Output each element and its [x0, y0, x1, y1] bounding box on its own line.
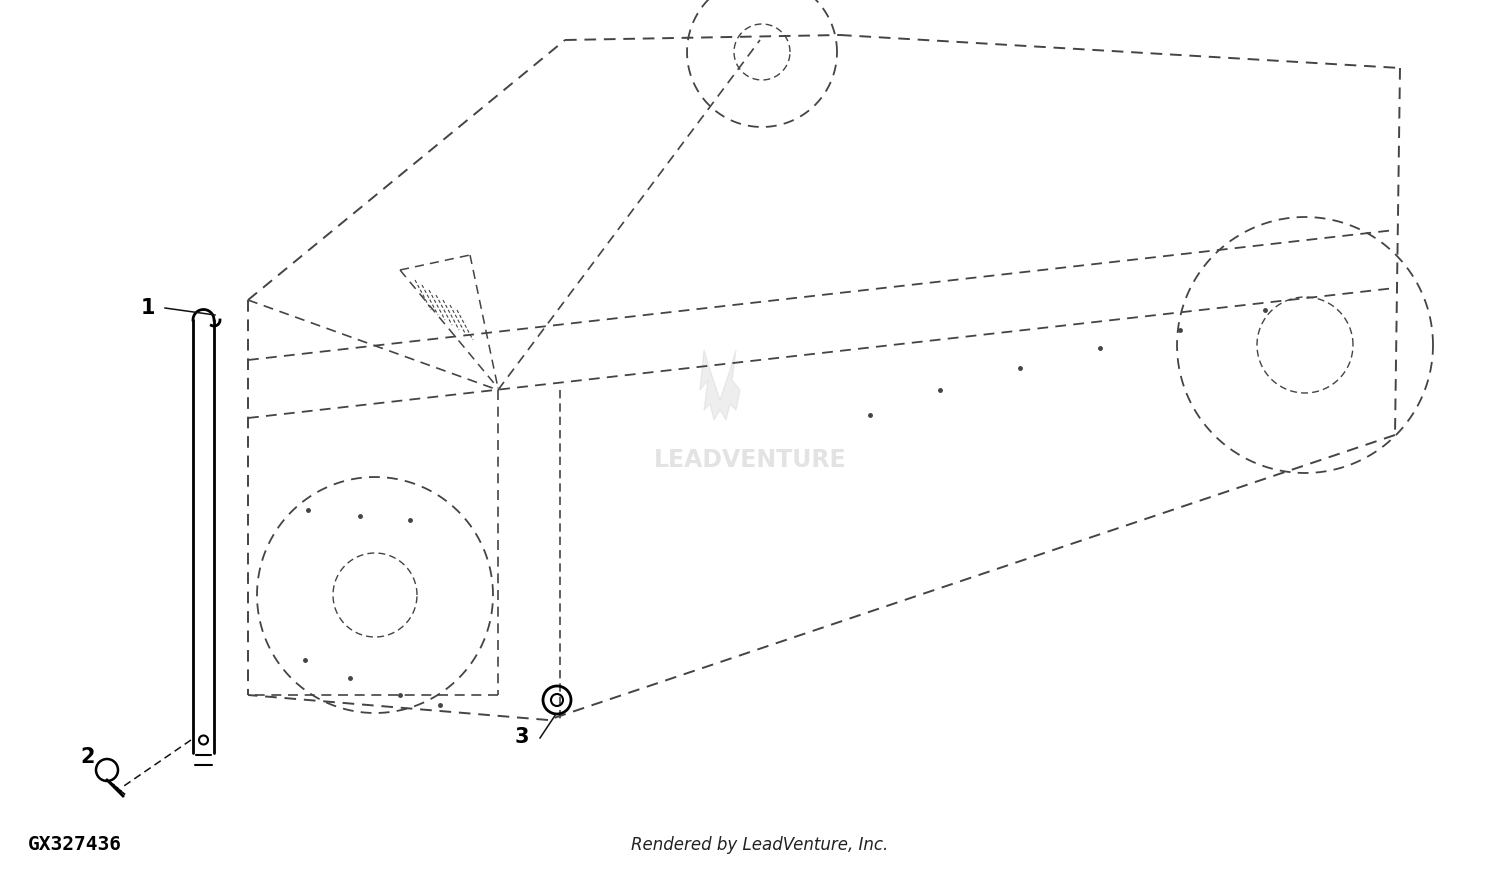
Text: LEADVENTURE: LEADVENTURE: [654, 448, 846, 472]
Text: 2: 2: [81, 747, 96, 767]
Text: 1: 1: [141, 298, 156, 318]
Text: GX327436: GX327436: [28, 835, 122, 854]
Polygon shape: [700, 350, 740, 420]
Text: Rendered by LeadVenture, Inc.: Rendered by LeadVenture, Inc.: [632, 836, 888, 854]
Text: 3: 3: [514, 727, 529, 747]
